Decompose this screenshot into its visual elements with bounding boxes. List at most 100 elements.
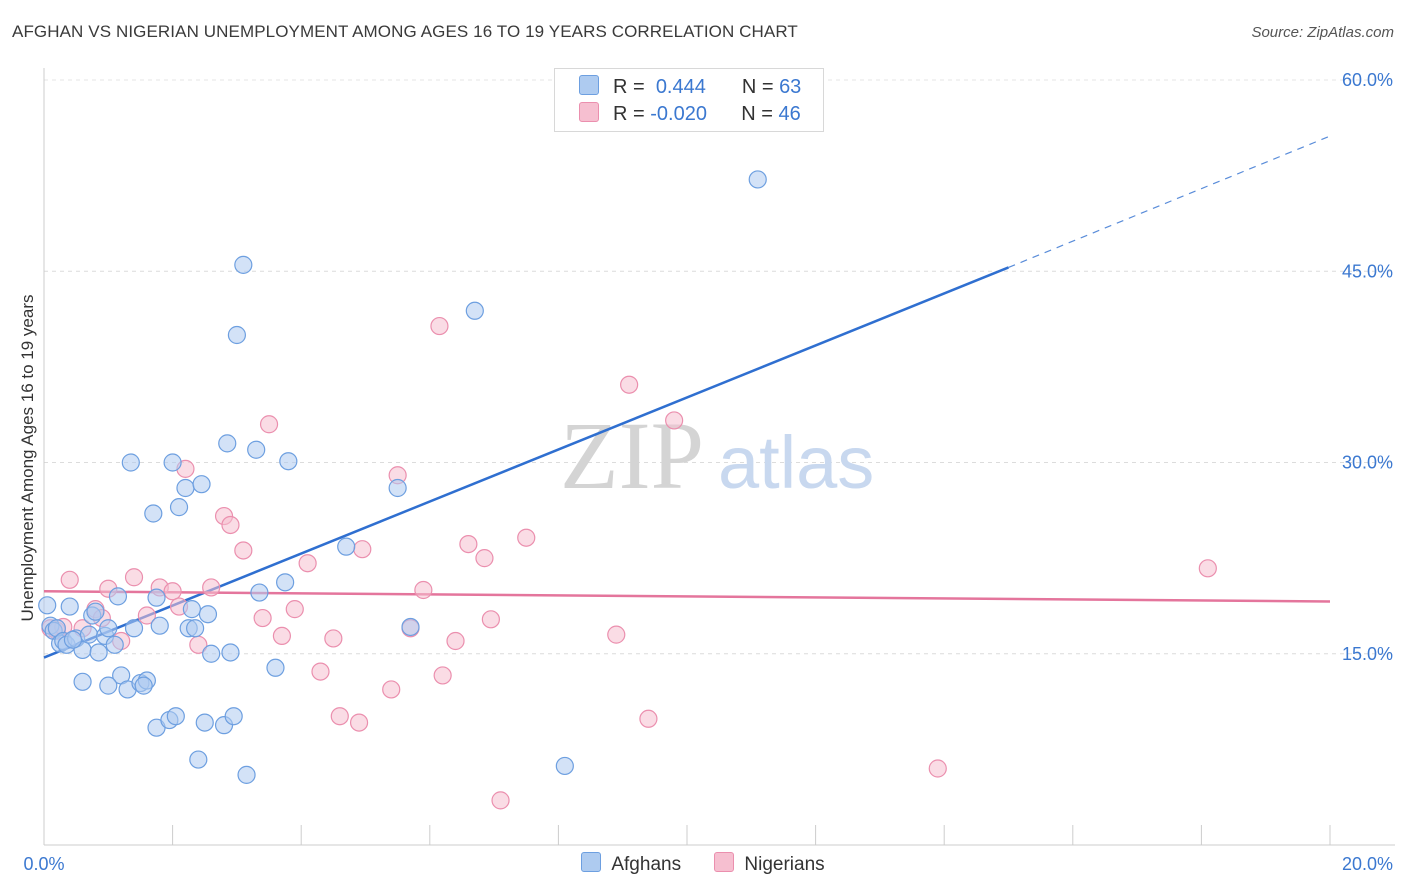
nigerians-trend-line xyxy=(43,590,1331,603)
nigerian-point xyxy=(349,713,369,732)
afghan-point xyxy=(227,325,246,345)
afghan-point xyxy=(134,676,153,695)
afghan-point xyxy=(144,504,163,523)
afghan-point xyxy=(748,170,767,189)
afghan-point xyxy=(401,617,420,637)
trend-lines xyxy=(43,135,1331,659)
afghan-point xyxy=(221,643,240,662)
afghans-legend-swatch xyxy=(581,852,602,872)
legend-item-afghans[interactable]: Afghans xyxy=(581,852,681,876)
nigerian-point xyxy=(137,606,156,625)
nigerian-point xyxy=(324,629,343,648)
afghan-point xyxy=(237,765,256,784)
nigerian-point xyxy=(234,541,253,560)
afghan-point xyxy=(176,478,195,498)
afghan-point xyxy=(279,452,298,471)
y-tick-label: 30.0% xyxy=(1342,453,1393,473)
nigerian-point xyxy=(459,534,478,554)
afghan-point xyxy=(169,498,189,517)
afghan-point xyxy=(147,588,166,607)
afghan-point xyxy=(247,440,266,459)
nigerian-point xyxy=(620,375,639,394)
y-axis-label: Unemployment Among Ages 16 to 19 years xyxy=(18,295,37,622)
legend-row-afghans: R = 0.444 N = 63 xyxy=(579,75,801,99)
r-label: R = xyxy=(613,103,645,125)
nigerian-point xyxy=(272,626,292,646)
nigerian-point xyxy=(253,608,272,628)
afghan-point xyxy=(60,597,79,616)
afghan-point xyxy=(195,713,214,732)
afghan-point xyxy=(86,602,105,621)
nigerian-point xyxy=(475,549,494,568)
nigerian-point xyxy=(221,515,240,535)
y-tick-label: 45.0% xyxy=(1342,261,1393,281)
x-tick-label: 20.0% xyxy=(1342,854,1393,874)
nigerian-point xyxy=(163,582,182,601)
afghan-point xyxy=(89,643,108,662)
afghan-point xyxy=(234,255,253,274)
afghans-r-value: 0.444 xyxy=(655,76,706,98)
n-label: N = xyxy=(741,103,773,125)
nigerians-n-value: 46 xyxy=(778,103,801,125)
watermark-atlas: atlas xyxy=(718,421,874,504)
afghan-point xyxy=(198,605,218,624)
afghan-point xyxy=(79,625,99,644)
nigerian-point xyxy=(298,554,317,573)
nigerian-point xyxy=(382,680,401,699)
afghan-point xyxy=(388,478,407,498)
nigerian-point xyxy=(491,791,510,810)
afghan-point xyxy=(99,676,118,695)
nigerian-point xyxy=(311,662,330,681)
afghan-point xyxy=(124,619,144,638)
afghan-point xyxy=(337,537,356,556)
afghans-swatch xyxy=(579,75,599,95)
afghans-n-value: 63 xyxy=(779,76,802,98)
nigerian-point xyxy=(124,568,144,587)
nigerians-swatch xyxy=(579,102,599,122)
nigerian-point xyxy=(665,411,684,430)
nigerian-point xyxy=(446,631,465,651)
nigerian-point xyxy=(433,666,452,685)
afghan-point xyxy=(465,301,484,320)
afghan-point xyxy=(189,750,208,769)
afghan-point xyxy=(38,596,57,615)
afghans-legend-label: Afghans xyxy=(611,854,682,875)
nigerian-point xyxy=(330,707,349,726)
afghan-point xyxy=(163,453,182,472)
nigerian-point xyxy=(353,540,372,559)
nigerian-point xyxy=(430,316,449,336)
y-tick-label: 15.0% xyxy=(1342,644,1393,664)
afghan-point xyxy=(150,616,169,635)
y-tick-label: 60.0% xyxy=(1342,70,1393,90)
afghan-point xyxy=(108,587,128,606)
afghan-point xyxy=(73,672,92,691)
afghans-trend-extension xyxy=(1008,135,1331,268)
nigerian-point xyxy=(639,709,658,728)
afghan-point xyxy=(276,573,295,592)
nigerian-point xyxy=(481,610,500,629)
tick-labels: 15.0% 30.0% 45.0% 60.0% 0.0% 20.0% xyxy=(23,70,1393,874)
nigerian-point xyxy=(928,759,947,778)
nigerian-point xyxy=(517,528,536,547)
afghan-point xyxy=(182,600,201,619)
nigerian-point xyxy=(259,415,279,434)
afghan-point xyxy=(105,635,124,654)
chart-title: AFGHAN VS NIGERIAN UNEMPLOYMENT AMONG AG… xyxy=(12,22,798,41)
afghan-point xyxy=(121,453,140,472)
source-label: Source: ZipAtlas.com xyxy=(1251,24,1394,41)
afghan-point xyxy=(192,475,211,494)
x-tick-label: 0.0% xyxy=(23,854,64,874)
afghan-point xyxy=(250,583,269,602)
watermark: ZIP atlas xyxy=(560,402,874,509)
gridlines xyxy=(44,79,1395,655)
nigerian-point xyxy=(202,578,221,597)
legend-item-nigerians[interactable]: Nigerians xyxy=(714,852,825,876)
data-points xyxy=(38,170,1217,810)
nigerians-r-value: -0.020 xyxy=(650,103,707,125)
afghan-point xyxy=(99,619,118,638)
nigerian-point xyxy=(285,600,304,619)
afghan-point xyxy=(63,630,83,649)
nigerians-legend-swatch xyxy=(714,852,735,872)
afghan-point xyxy=(166,707,185,726)
axes xyxy=(43,68,1395,846)
